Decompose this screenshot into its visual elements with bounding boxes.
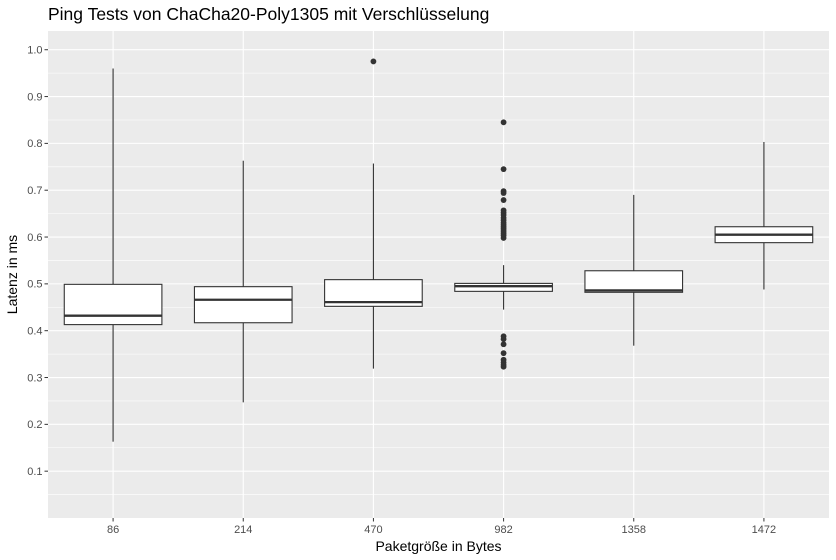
outlier-point <box>500 166 507 173</box>
box-iqr <box>193 286 293 324</box>
box-group <box>324 58 423 369</box>
plot-panel <box>48 31 829 518</box>
y-tick-label: 0.2 <box>27 419 42 431</box>
y-tick-label: 0.9 <box>27 91 42 103</box>
outlier-point <box>500 341 507 348</box>
box-group <box>63 68 163 442</box>
x-tick-label: 470 <box>364 524 382 536</box>
y-axis: 0.1 0.2 0.3 0.4 0.5 0.6 0.7 0.8 0.9 1.0 <box>27 45 48 478</box>
y-tick-label: 0.4 <box>27 325 42 337</box>
outlier-point <box>500 207 507 214</box>
outlier-point <box>500 197 507 203</box>
x-tick-label: 982 <box>494 524 512 536</box>
outlier-point <box>500 350 507 357</box>
box-group <box>584 194 684 346</box>
outlier-point <box>500 356 507 363</box>
y-tick-label: 0.7 <box>27 185 42 197</box>
y-tick-label: 0.5 <box>27 279 42 291</box>
box-group <box>454 119 553 370</box>
outlier-point <box>370 58 377 65</box>
x-tick-label: 1358 <box>622 524 646 536</box>
outlier-point <box>500 119 507 126</box>
y-tick-label: 0.8 <box>27 138 42 150</box>
x-axis: 86 214 470 982 1358 1472 <box>107 518 776 536</box>
y-tick-label: 0.6 <box>27 232 42 244</box>
outlier-point <box>500 188 507 195</box>
box-iqr <box>584 270 684 293</box>
boxes-layer <box>63 58 814 442</box>
box-group <box>714 141 814 290</box>
x-tick-label: 86 <box>107 524 119 536</box>
box-group <box>193 160 293 403</box>
y-tick-label: 1.0 <box>27 45 42 57</box>
y-axis-title: Latenz in ms <box>4 235 20 314</box>
x-tick-label: 214 <box>234 524 252 536</box>
box-iqr <box>454 282 553 292</box>
chart-title: Ping Tests von ChaCha20-Poly1305 mit Ver… <box>48 4 490 24</box>
box-iqr <box>63 283 163 326</box>
x-tick-label: 1472 <box>752 524 776 536</box>
outlier-point <box>500 333 507 340</box>
y-tick-label: 0.3 <box>27 372 42 384</box>
y-tick-label: 0.1 <box>27 466 42 478</box>
minor-gridlines <box>48 72 829 495</box>
x-axis-title: Paketgröße in Bytes <box>375 538 501 554</box>
